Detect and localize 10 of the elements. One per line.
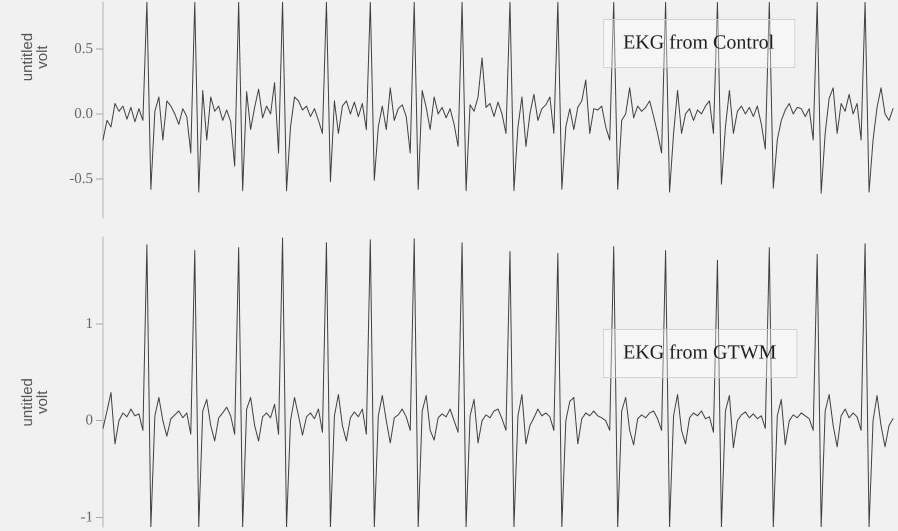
text: EKG from GTWM <box>623 341 777 364</box>
y-tick-label: 0 <box>86 412 93 429</box>
y-tick-label: 0.0 <box>74 106 93 122</box>
y-axis-title: untitled volt <box>19 378 52 426</box>
y-tick-label: -1 <box>80 509 93 526</box>
y-tick-label: 1 <box>86 316 93 332</box>
y-axis-title: untitled volt <box>19 32 52 82</box>
y-tick-label: 0.5 <box>74 40 93 57</box>
y-tick-label: -0.5 <box>69 170 93 187</box>
text: EKG from Control <box>623 31 775 54</box>
